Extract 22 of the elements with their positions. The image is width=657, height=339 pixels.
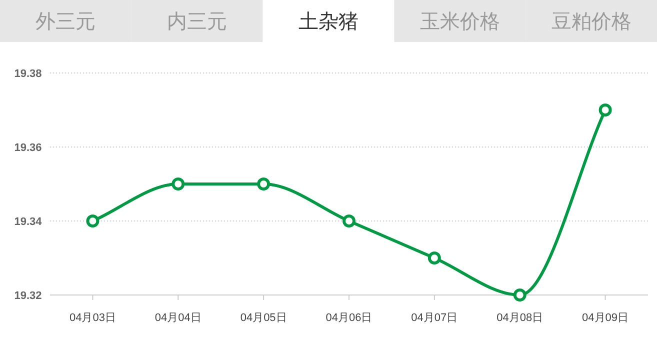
y-tick-label: 19.32 — [14, 290, 42, 302]
point — [172, 178, 185, 190]
x-tick-label: 04月03日 — [69, 312, 116, 324]
point — [342, 214, 356, 228]
x-tick-label: 04月05日 — [240, 312, 287, 324]
point — [598, 104, 612, 116]
y-tick-label: 19.36 — [14, 142, 42, 154]
point — [428, 252, 441, 264]
point — [86, 214, 100, 228]
point — [513, 288, 526, 302]
y-tick-label: 19.34 — [14, 216, 43, 228]
x-tick-label: 04月09日 — [582, 312, 629, 324]
tab: 豆粕价格 — [526, 0, 657, 42]
tab: 外三元 — [0, 0, 132, 42]
tab: 内三元 — [131, 0, 263, 42]
x-tick-label: 04月06日 — [326, 312, 372, 324]
x-tick-label: 04月07日 — [411, 312, 458, 324]
point — [257, 178, 270, 190]
x-tick-label: 04月04日 — [154, 312, 202, 324]
tab: 玉米价格 — [394, 0, 526, 42]
x-tick-label: 04月08日 — [496, 312, 544, 324]
y-tick-label: 19.38 — [14, 68, 42, 80]
